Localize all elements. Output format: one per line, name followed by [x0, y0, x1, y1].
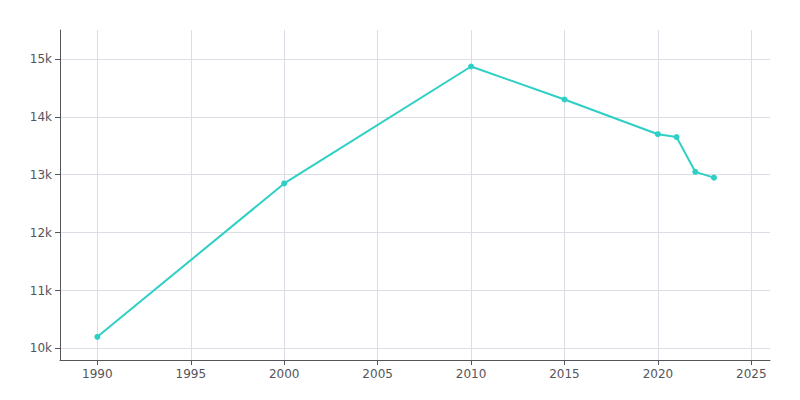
svg-text:2010: 2010	[456, 367, 487, 381]
svg-text:1990: 1990	[82, 367, 113, 381]
svg-text:13k: 13k	[30, 168, 52, 182]
svg-text:2005: 2005	[362, 367, 393, 381]
svg-text:1995: 1995	[176, 367, 207, 381]
svg-text:12k: 12k	[30, 226, 52, 240]
svg-text:10k: 10k	[30, 341, 52, 355]
svg-text:2000: 2000	[269, 367, 300, 381]
svg-text:2015: 2015	[549, 367, 580, 381]
svg-text:14k: 14k	[30, 110, 52, 124]
svg-text:2025: 2025	[736, 367, 767, 381]
svg-text:2020: 2020	[643, 367, 674, 381]
svg-text:15k: 15k	[30, 52, 52, 66]
svg-text:11k: 11k	[30, 284, 52, 298]
